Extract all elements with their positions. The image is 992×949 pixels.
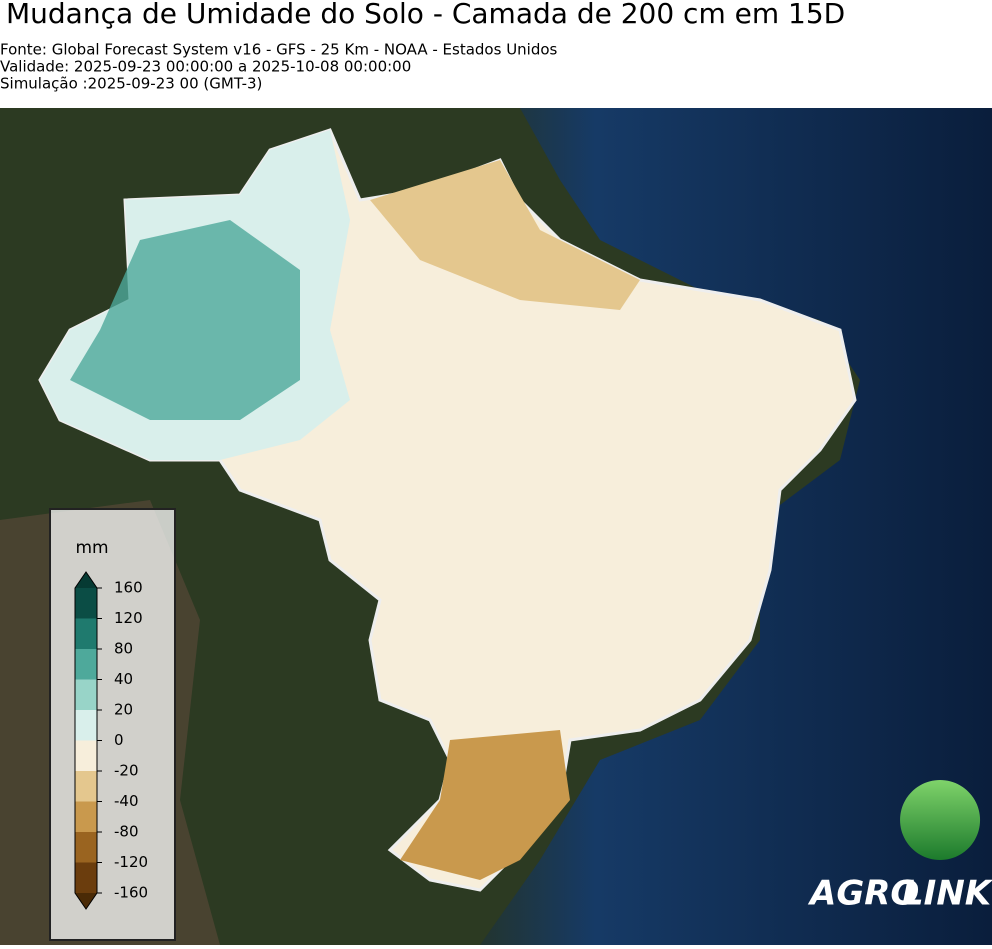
simulation-line: Simulação :2025-09-23 00 (GMT-3) (0, 75, 262, 93)
colorbar-tick-label: 120 (114, 609, 143, 627)
colorbar-bin (75, 588, 97, 619)
colorbar-bin (75, 710, 97, 741)
title: Mudança de Umidade do Solo - Camada de 2… (6, 0, 845, 30)
colorbar-extend-bottom (75, 893, 97, 909)
strong-negative-change-area (400, 730, 570, 880)
source-line: Fonte: Global Forecast System v16 - GFS … (0, 41, 558, 59)
colorbar-bin (75, 801, 97, 833)
high-positive-change-area (70, 220, 300, 420)
colorbar-tick-label: -120 (114, 853, 148, 871)
legend-unit: mm (75, 538, 108, 558)
colorbar-tick-label: 40 (114, 670, 133, 688)
colorbar-bin (75, 618, 97, 650)
colorbar-bin (75, 832, 97, 863)
colorbar-bin (75, 862, 97, 894)
colorbar-tick-label: -20 (114, 762, 139, 780)
colorbar-tick-label: 20 (114, 701, 133, 719)
colorbar-extend-top (75, 572, 97, 588)
colorbar-tick-label: -40 (114, 792, 139, 810)
colorbar-tick-label: -80 (114, 823, 139, 841)
legend-box (49, 508, 176, 941)
logo-text: AGRO (807, 874, 919, 914)
colorbar-tick-label: 0 (114, 731, 124, 749)
validity-line: Validade: 2025-09-23 00:00:00 a 2025-10-… (0, 58, 411, 76)
colorbar-bin (75, 771, 97, 802)
colorbar-bin (75, 679, 97, 711)
colorbar-tick-label: 160 (114, 579, 143, 597)
logo-circle (900, 780, 981, 860)
colorbar-tick-label: -160 (114, 884, 148, 902)
negative-change-area (370, 160, 640, 310)
colorbar-bin (75, 649, 97, 680)
logo-text: LINK (902, 874, 992, 914)
colorbar-tick-label: 80 (114, 640, 133, 658)
colorbar-bin (75, 740, 97, 772)
legend: mm 160 120 80 40 20 0 -20 -40 -80 -120 -160 (49, 508, 176, 941)
